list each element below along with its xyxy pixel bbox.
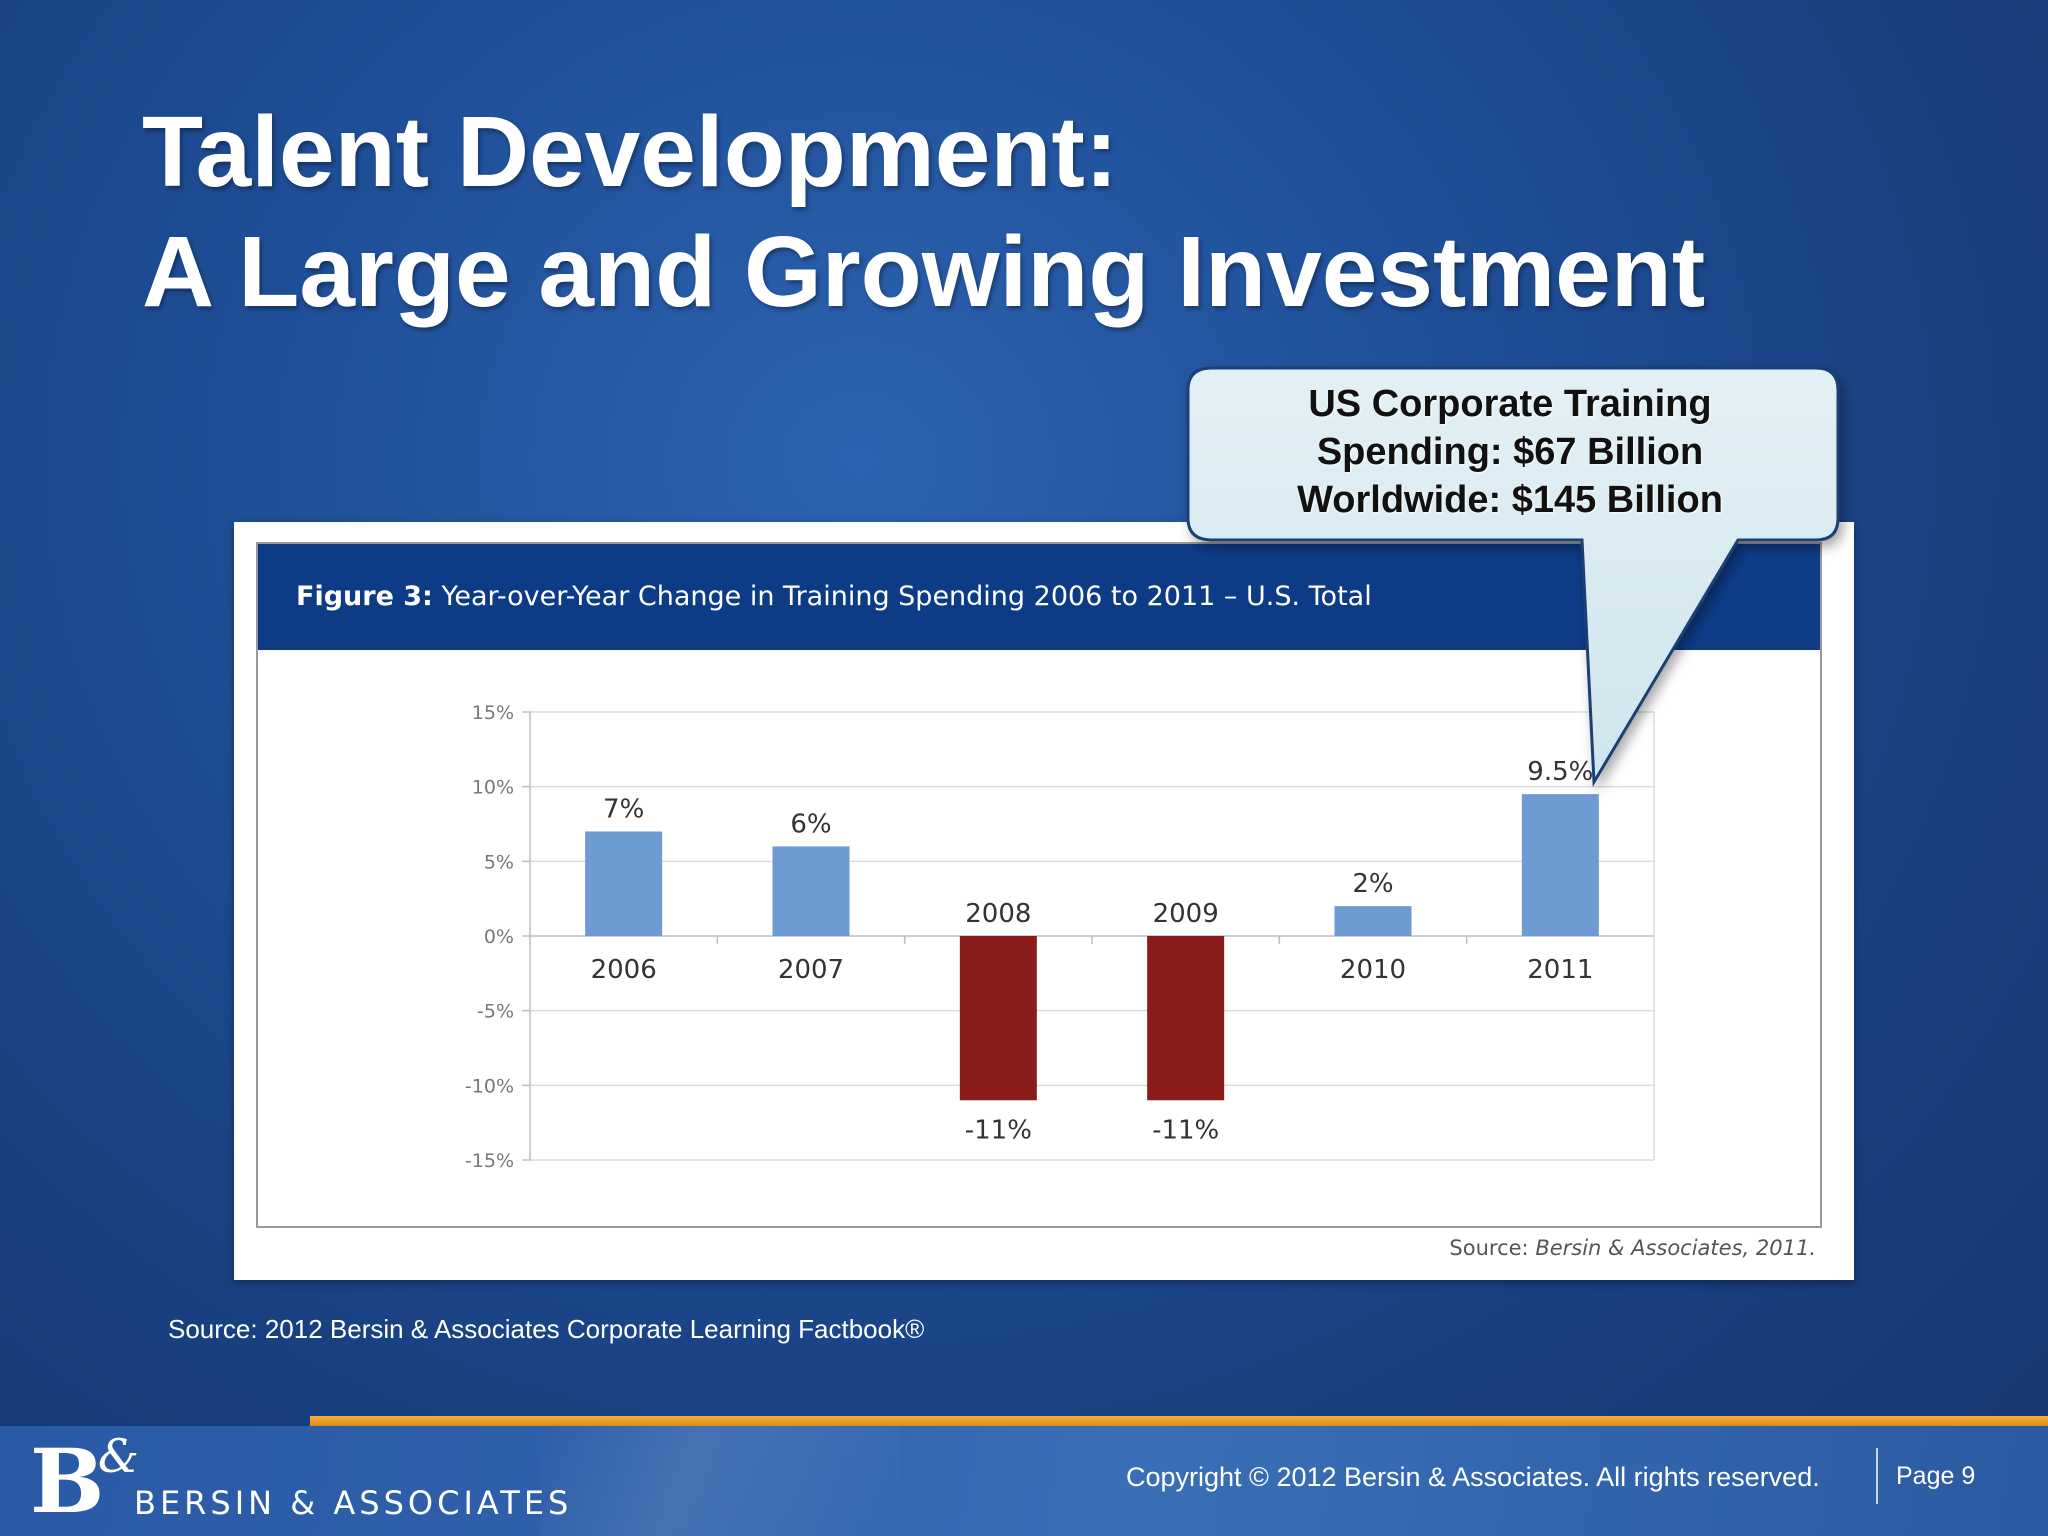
y-tick-label: 0% — [484, 926, 514, 948]
figure-card: Figure 3: Year-over-Year Change in Train… — [234, 522, 1854, 1280]
footer-divider — [1876, 1448, 1878, 1504]
y-tick-label: 15% — [472, 702, 514, 724]
data-label: 2% — [1352, 869, 1393, 899]
callout-line-3: Worldwide: $145 Billion — [1297, 479, 1723, 521]
category-label: 2011 — [1527, 955, 1593, 985]
data-label: 7% — [603, 794, 644, 824]
y-tick-label: 10% — [472, 777, 514, 799]
bar — [585, 831, 663, 936]
bar — [1334, 906, 1412, 936]
company-logo-text: BERSIN & ASSOCIATES — [134, 1484, 573, 1522]
callout-text: US Corporate Training Spending: $67 Bill… — [1190, 380, 1830, 524]
bar — [1147, 936, 1225, 1101]
data-label: -11% — [1152, 1115, 1219, 1145]
category-label: 2006 — [591, 955, 657, 985]
slide-title-line-1: Talent Development: — [142, 96, 1119, 208]
data-label: 9.5% — [1527, 757, 1593, 787]
y-tick-label: 5% — [484, 851, 514, 873]
slide-title: Talent Development: A Large and Growing … — [142, 92, 1705, 332]
y-tick-label: -5% — [477, 1001, 514, 1023]
category-label: 2010 — [1340, 955, 1406, 985]
page-number: Page 9 — [1896, 1462, 1976, 1490]
y-tick-label: -15% — [465, 1150, 514, 1172]
data-label: 6% — [790, 809, 831, 839]
y-tick-label: -10% — [465, 1075, 514, 1097]
figure-source: Source: Bersin & Associates, 2011. — [1449, 1236, 1816, 1260]
bar — [1521, 794, 1599, 936]
bar — [772, 846, 850, 936]
company-logo-ampersand: & — [98, 1429, 139, 1483]
bar-chart: 15% 10% 5% 0% -5% -10% -15% 7% 2006 6% 2007 -11% 200… — [465, 702, 1655, 1172]
figure-source-prefix: Source: — [1449, 1236, 1536, 1260]
category-label: 2007 — [778, 955, 844, 985]
company-logo-mark: B — [30, 1429, 105, 1533]
category-label: 2008 — [965, 899, 1031, 929]
data-label: -11% — [965, 1115, 1032, 1145]
slide-title-line-2: A Large and Growing Investment — [142, 216, 1706, 328]
callout-line-1: US Corporate Training — [1308, 383, 1712, 425]
figure-title-label: Figure 3: — [296, 581, 433, 612]
copyright-notice: Copyright © 2012 Bersin & Associates. Al… — [1126, 1462, 1820, 1492]
source-note: Source: 2012 Bersin & Associates Corpora… — [168, 1314, 925, 1344]
bar — [959, 936, 1037, 1101]
footer-accent-bar — [310, 1416, 2048, 1426]
footer: B & BERSIN & ASSOCIATES Copyright © 2012… — [0, 1426, 2048, 1536]
category-label: 2009 — [1153, 899, 1219, 929]
figure-source-citation: Bersin & Associates, 2011. — [1535, 1236, 1816, 1260]
callout-line-2: Spending: $67 Billion — [1316, 431, 1704, 473]
footer-decoration — [540, 1426, 900, 1536]
figure-frame: Figure 3: Year-over-Year Change in Train… — [256, 542, 1822, 1228]
